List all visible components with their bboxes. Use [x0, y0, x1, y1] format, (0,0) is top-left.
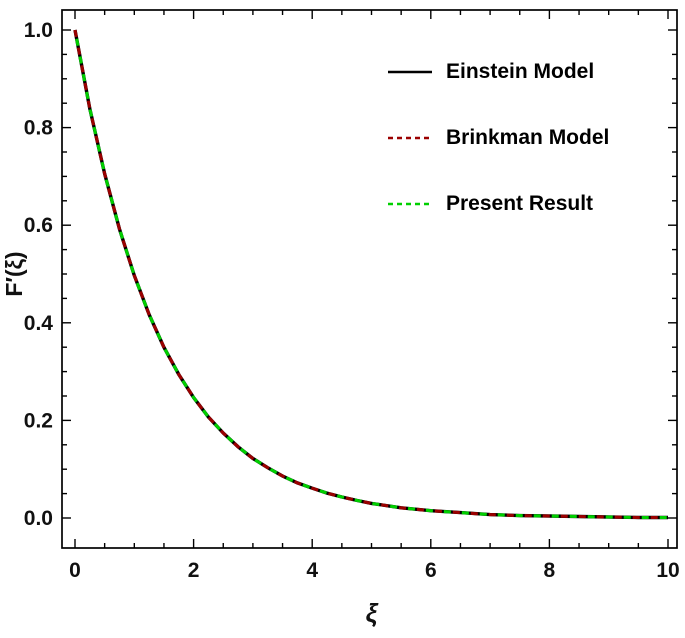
legend-item-brinkman-model: Brinkman Model: [386, 126, 609, 150]
legend: Einstein Model Brinkman Model Present Re…: [386, 60, 609, 216]
legend-label: Present Result: [446, 192, 594, 215]
x-axis-label: ξ: [366, 598, 379, 628]
x-tick-label: 6: [425, 559, 437, 582]
legend-label: Einstein Model: [446, 60, 595, 83]
y-axis-label: F′(ξ): [1, 251, 27, 296]
legend-item-present-result: Present Result: [386, 192, 609, 216]
series-curve-brinkman-model: [73, 29, 668, 520]
legend-item-einstein-model: Einstein Model: [386, 60, 609, 84]
x-tick-label: 8: [544, 559, 556, 582]
series-curve-present-result: [73, 29, 668, 520]
x-tick-label: 2: [188, 559, 200, 582]
present-result-line-sample: [388, 202, 432, 206]
y-tick-label: 1.0: [24, 19, 53, 42]
x-tick-label: 4: [306, 559, 318, 582]
plot-frame: [61, 9, 678, 549]
legend-label: Brinkman Model: [446, 126, 610, 149]
y-tick-label: 0.6: [24, 214, 53, 237]
y-tick-label: 0.2: [24, 409, 53, 432]
brinkman-model-line-sample: [388, 136, 432, 140]
y-tick-label: 0.0: [24, 507, 53, 530]
x-tick-label: 0: [69, 559, 81, 582]
y-tick-label: 0.4: [24, 312, 54, 335]
einstein-model-line-sample: [388, 70, 432, 74]
y-tick-label: 0.8: [24, 117, 54, 140]
x-tick-label: 10: [656, 559, 679, 582]
